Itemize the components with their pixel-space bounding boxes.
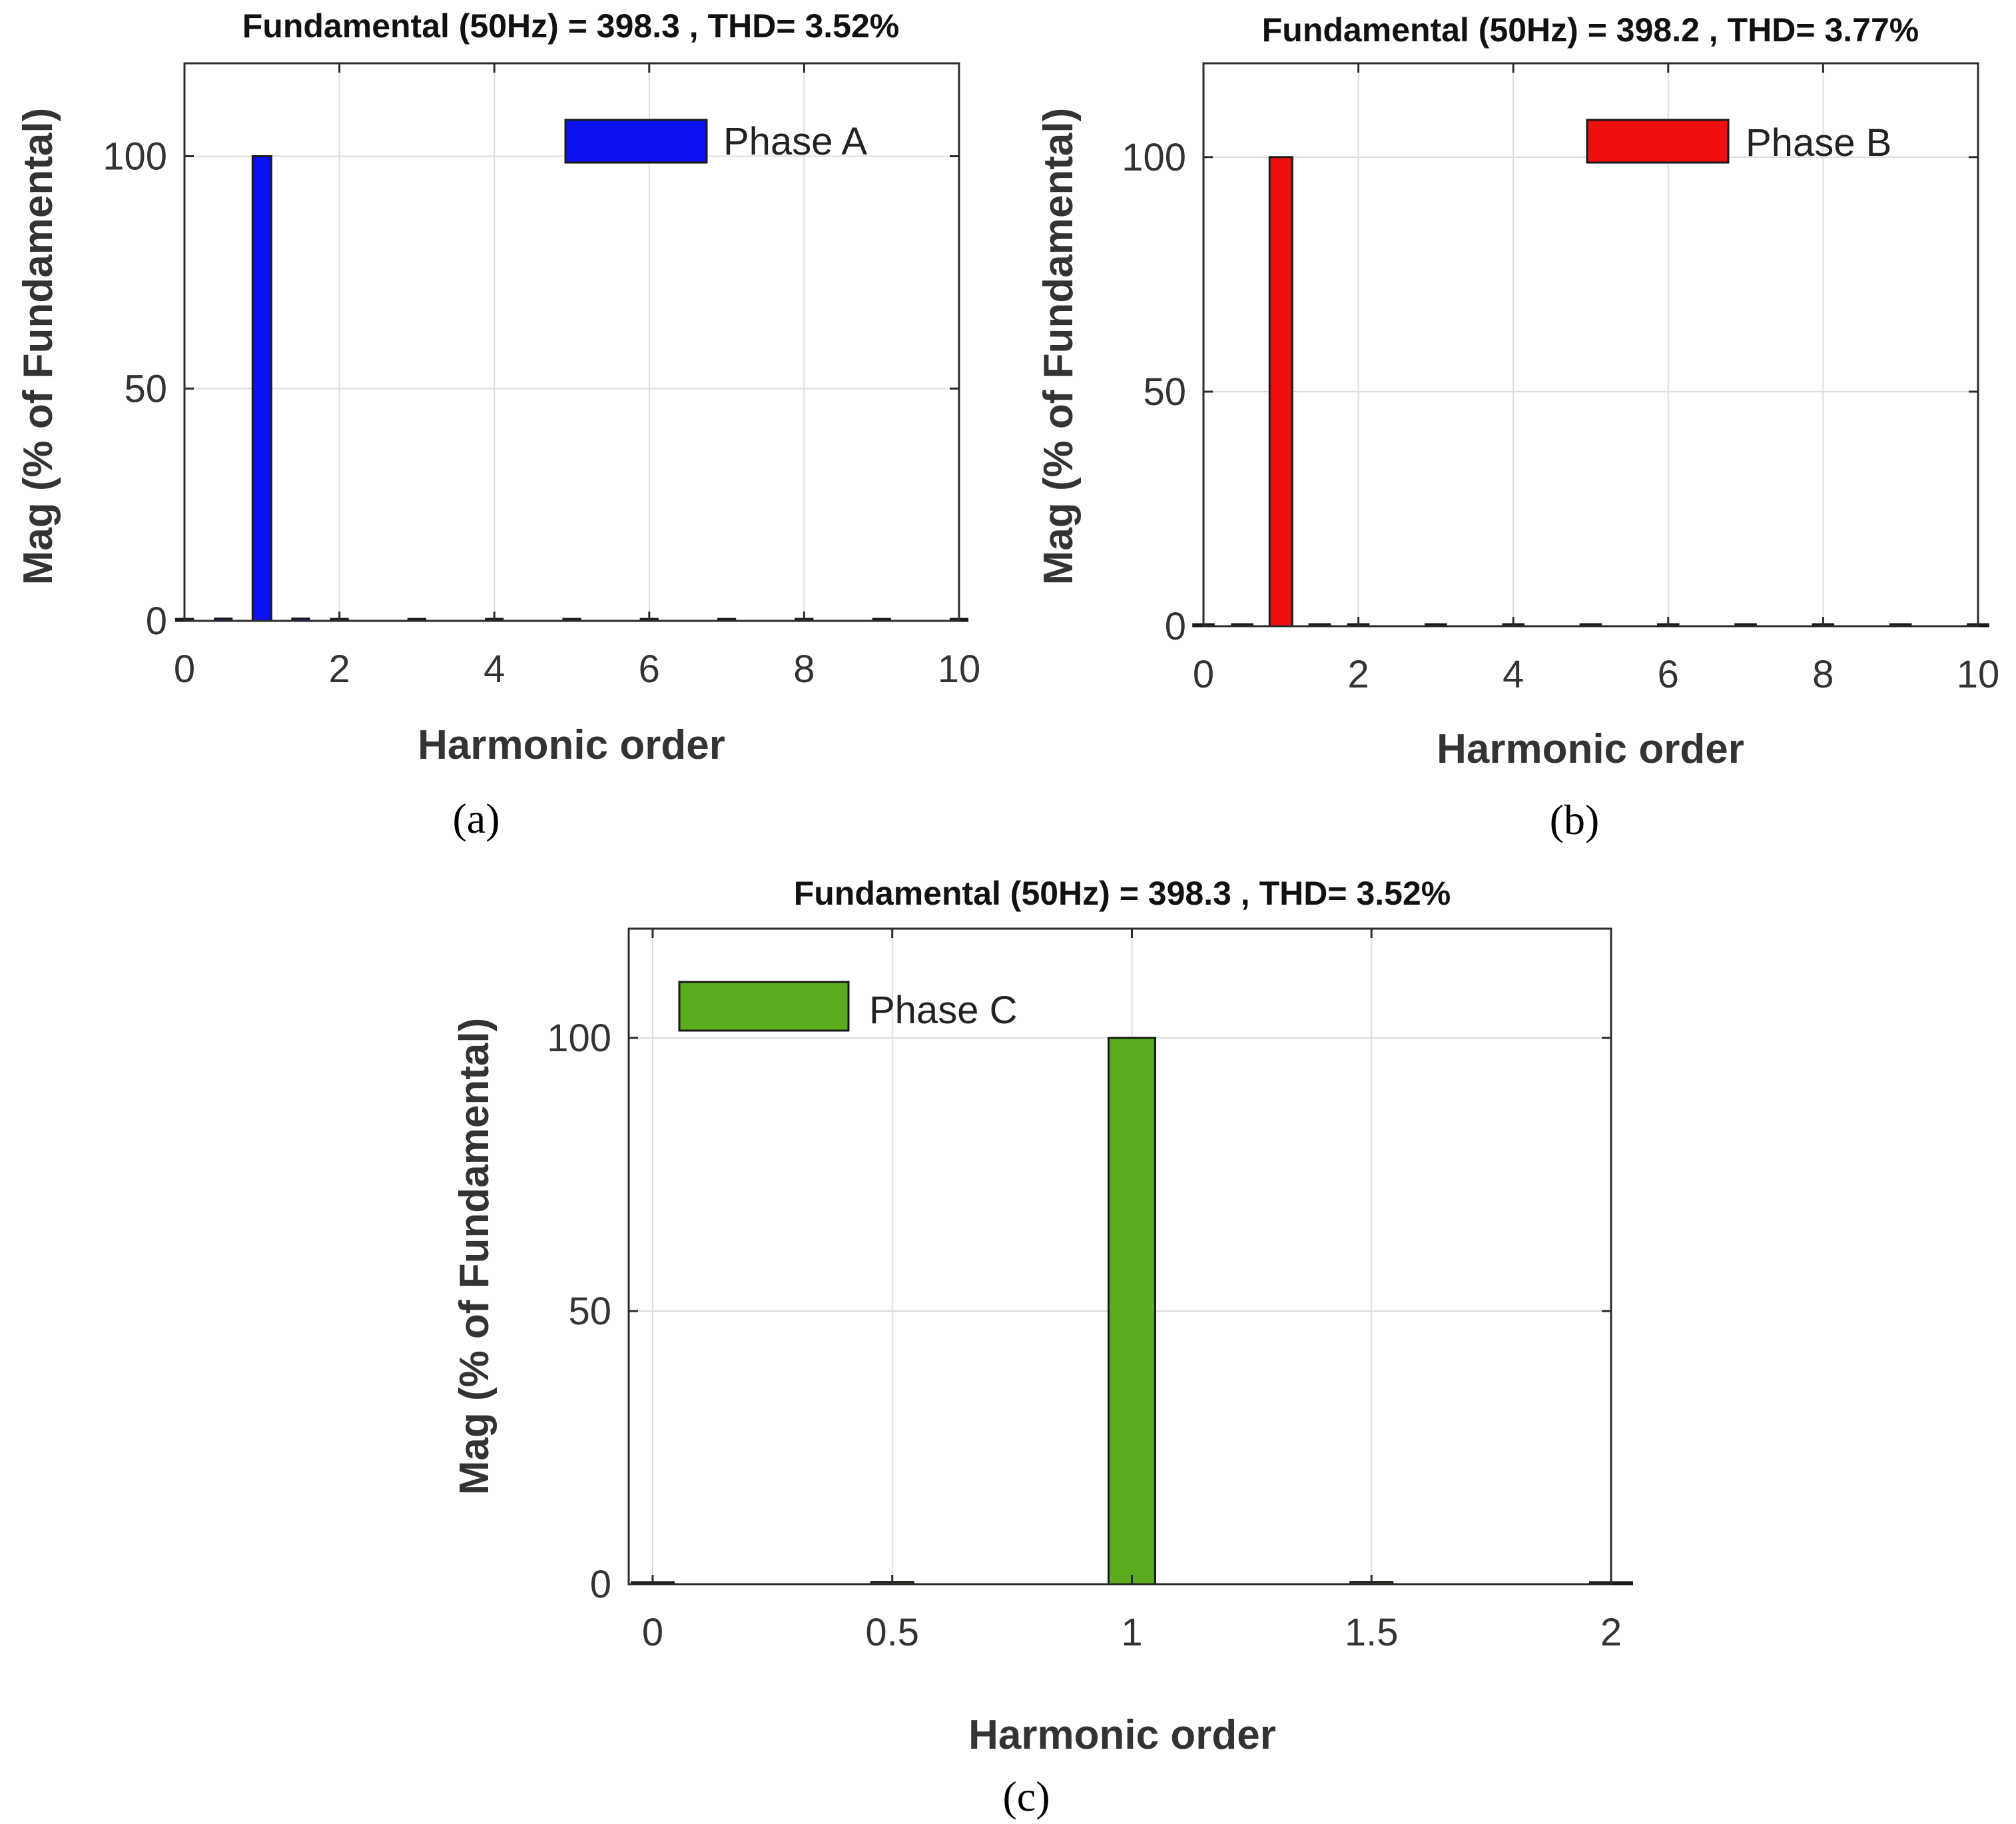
chart-c-xtick-label: 2 [1600, 1611, 1622, 1654]
chart-b-xtick-label: 8 [1812, 653, 1834, 696]
chart-a-title: Fundamental (50Hz) = 398.3 , THD= 3.52% [242, 7, 899, 45]
chart-a-bar [251, 155, 272, 622]
chart-b-legend: Phase B [1586, 119, 1891, 165]
chart-a-ytick-label: 0 [146, 600, 167, 643]
chart-c-xlabel: Harmonic order [968, 1712, 1276, 1758]
chart-b-bar [1268, 156, 1293, 628]
chart-b: Fundamental (50Hz) = 398.2 , THD= 3.77% … [1036, 11, 1999, 843]
chart-a-xtick-label: 10 [938, 648, 981, 691]
chart-c-caption: (c) [1002, 1773, 1050, 1820]
chart-c-bar [1107, 1037, 1156, 1586]
chart-b-ytick-label: 100 [1122, 136, 1186, 179]
chart-c-ytick-label: 0 [590, 1563, 611, 1606]
chart-a: Fundamental (50Hz) = 398.3 , THD= 3.52% … [15, 7, 980, 842]
chart-b-legend-label: Phase B [1746, 121, 1891, 165]
chart-b-ytick-label: 0 [1165, 605, 1186, 648]
chart-b-xtick-label: 10 [1957, 653, 2000, 696]
chart-b-caption: (b) [1550, 796, 1600, 843]
chart-c-ylabel: Mag (% of Fundamental) [452, 1018, 498, 1495]
chart-a-xtick-label: 6 [639, 648, 660, 691]
chart-c-ytick-label: 50 [568, 1290, 611, 1333]
chart-a-plot-area [183, 62, 960, 622]
chart-c-xtick-label: 1.5 [1345, 1611, 1399, 1654]
chart-a-xtick-label: 0 [174, 648, 195, 691]
chart-a-ytick-label: 100 [103, 135, 167, 179]
chart-a-ytick-label: 50 [124, 367, 167, 410]
chart-b-xtick-label: 2 [1347, 653, 1369, 696]
chart-c: Fundamental (50Hz) = 398.3 , THD= 3.52% … [452, 875, 1633, 1820]
chart-a-xlabel: Harmonic order [418, 722, 725, 768]
chart-a-legend-swatch [564, 119, 708, 164]
chart-b-xtick-label: 4 [1503, 653, 1524, 696]
chart-b-ylabel: Mag (% of Fundamental) [1036, 108, 1082, 585]
chart-c-xtick-label: 0.5 [865, 1611, 919, 1654]
chart-a-legend-label: Phase A [723, 120, 867, 163]
chart-b-plot-area [1202, 62, 1979, 628]
chart-b-xlabel: Harmonic order [1437, 726, 1744, 772]
chart-c-legend-label: Phase C [869, 989, 1017, 1032]
chart-a-xtick-label: 4 [484, 648, 505, 691]
chart-c-xtick-label: 1 [1121, 1611, 1142, 1654]
chart-a-ylabel: Mag (% of Fundamental) [15, 108, 61, 585]
chart-a-xtick-label: 8 [793, 648, 815, 691]
chart-b-ytick-label: 50 [1143, 370, 1186, 414]
chart-c-legend-swatch [678, 981, 850, 1032]
chart-c-plot-area [627, 927, 1612, 1586]
chart-a-legend: Phase A [564, 119, 867, 164]
chart-b-xtick-label: 6 [1658, 653, 1679, 696]
chart-b-xtick-label: 0 [1193, 653, 1214, 696]
chart-b-title: Fundamental (50Hz) = 398.2 , THD= 3.77% [1262, 11, 1919, 49]
chart-b-legend-swatch [1586, 119, 1730, 164]
chart-c-xtick-label: 0 [642, 1611, 663, 1654]
chart-c-legend: Phase C [678, 981, 1017, 1032]
chart-c-ytick-label: 100 [547, 1017, 611, 1060]
chart-a-xtick-label: 2 [328, 648, 350, 691]
chart-a-caption: (a) [452, 795, 500, 842]
chart-c-title: Fundamental (50Hz) = 398.3 , THD= 3.52% [794, 875, 1451, 912]
